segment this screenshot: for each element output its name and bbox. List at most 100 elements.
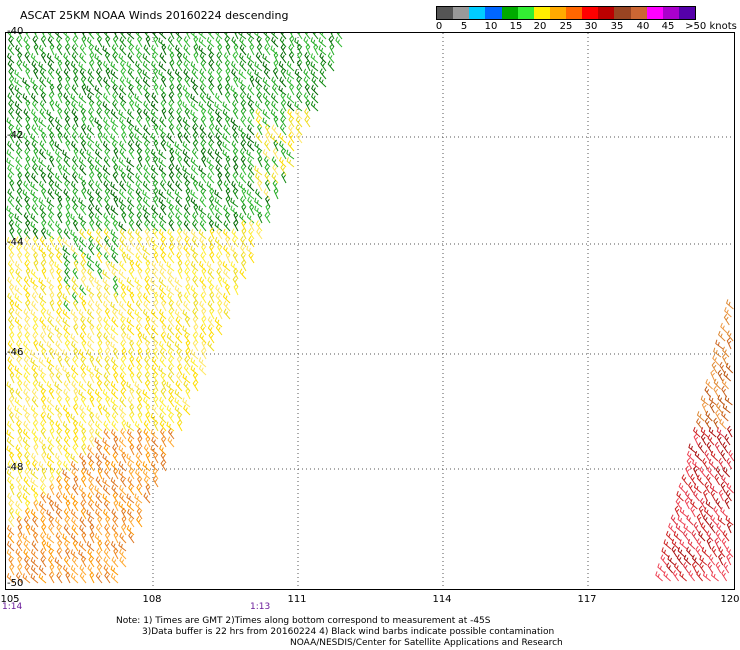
wind-barb-red [701,547,710,558]
wind-barb-red [702,458,709,470]
wind-barb-orange [150,429,159,440]
wind-barb-green [192,212,199,224]
wind-barb-orange [32,531,39,544]
wind-barb-green [119,188,127,200]
wind-barb-yellow [214,317,223,328]
wind-barb-green [135,180,143,192]
wind-barb-green [193,203,199,216]
wind-barb-yellow [153,395,159,408]
wind-barb-green [305,43,311,56]
wind-barb-yellow [118,269,127,280]
wind-barb-green [39,76,47,88]
wind-barb-green [143,164,151,176]
wind-barb-green [239,84,247,96]
wind-barb-orange [136,475,143,488]
wind-barb-yellow [159,412,167,424]
wind-barb-yellow [30,349,39,360]
wind-barb-green [110,189,119,200]
wind-barb-red [668,522,676,534]
wind-barb-green [86,260,95,272]
wind-barb-orange [24,563,31,576]
wind-barb-yellow [166,405,175,416]
wind-barb-green [64,268,71,280]
wind-barb-orange [142,468,151,480]
wind-barb-green [88,115,95,128]
wind-barb-green [168,219,175,232]
wind-barb-green [137,155,143,168]
wind-barb-orange [113,467,119,480]
wind-barb-orange [721,353,728,366]
wind-barb-yellow [7,492,15,504]
wind-barb-green [152,195,159,208]
wind-barb-green [46,197,55,208]
wind-barb-orange [167,436,175,448]
wind-barb-orange [136,507,143,520]
wind-barb-green [70,180,79,192]
wind-barb-green [247,60,255,72]
wind-barb-green [174,141,183,152]
wind-barb-green [265,203,271,216]
wind-barb-red [684,490,692,502]
wind-barb-green [183,124,191,136]
wind-barb-green [95,92,103,104]
colorbar-label: >50 knots [685,21,737,32]
wind-barb-green [215,60,223,72]
wind-barb-orange [48,499,55,512]
wind-barb-yellow [31,460,39,472]
wind-barb-green [335,36,343,48]
wind-barb-green [40,51,47,64]
wind-barb-yellow [86,285,95,296]
wind-barb-yellow [32,315,39,328]
wind-barb-yellow [62,309,71,320]
wind-barb-green [207,33,215,40]
wind-barb-red [693,433,699,446]
wind-barb-yellow [14,285,23,296]
wind-barb-green [64,84,71,96]
wind-barb-yellow [129,403,135,416]
wind-barb-orange [725,362,734,374]
wind-barb-green [199,212,207,224]
wind-barb-yellow [40,427,47,440]
wind-barb-green [71,124,79,136]
wind-barb-yellow [56,428,63,440]
wind-barb-green [190,164,199,176]
wind-barb-green [120,171,127,184]
wind-barb-yellow [248,251,255,264]
wind-barb-green [14,69,23,80]
wind-barb-green [46,52,55,64]
wind-barb-orange [104,572,111,584]
wind-barb-green [311,84,319,96]
wind-barb-yellow [232,251,239,264]
wind-barb-yellow [80,364,87,376]
wind-barb-green [330,33,335,40]
wind-barb-green [54,53,63,64]
wind-barb-yellow [9,331,15,344]
wind-barb-green [199,84,207,96]
wind-barb-red [698,562,706,574]
wind-barb-green [23,180,31,192]
wind-barb-orange [80,467,87,480]
wind-barb-green [305,59,311,72]
wind-barb-green [127,36,135,48]
wind-barb-red [686,450,695,462]
wind-barb-green [208,51,215,64]
wind-barb-green [142,76,151,88]
wind-barb-green [49,43,55,56]
wind-barb-yellow [54,325,63,336]
wind-barb-yellow [6,237,15,248]
wind-barb-yellow [168,307,175,320]
wind-barb-yellow [153,251,159,264]
wind-barb-yellow [110,356,119,368]
wind-barb-green [192,131,199,144]
wind-barb-green [104,203,111,216]
wind-barb-green [78,197,87,208]
wind-barb-green [78,157,87,168]
wind-barb-green [232,131,239,144]
wind-barb-orange [152,451,159,464]
wind-barb-orange [32,516,39,528]
wind-barb-green [217,43,223,56]
wind-barb-green [6,117,15,128]
wind-barb-yellow [31,292,39,304]
wind-barb-green [73,147,79,160]
wind-barb-green [225,155,231,168]
